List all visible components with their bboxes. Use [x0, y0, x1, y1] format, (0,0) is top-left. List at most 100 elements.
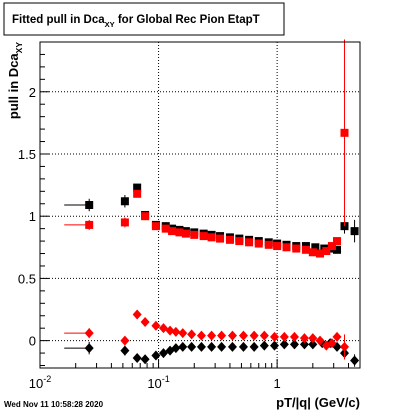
- axes: 10-2 10-1 100.511.52: [18, 41, 361, 391]
- data-point-diamond: [238, 330, 248, 341]
- data-point-diamond: [227, 330, 237, 341]
- data-point-diamond: [151, 350, 161, 361]
- footer-timestamp: Wed Nov 11 10:58:28 2020: [4, 400, 104, 409]
- data-point-diamond: [350, 355, 360, 366]
- data-point-square: [301, 245, 310, 254]
- data-point-diamond: [187, 329, 197, 340]
- y-tick-label: 0: [29, 334, 36, 349]
- data-point-diamond: [259, 330, 269, 341]
- x-axis-label: pT/|q| (GeV/c): [276, 395, 360, 410]
- data-point-diamond: [178, 328, 188, 339]
- data-point-square: [168, 227, 177, 236]
- data-point-diamond: [140, 354, 150, 365]
- data-point-square: [322, 247, 331, 256]
- data-point-square: [333, 245, 342, 254]
- y-tick-label: 1: [29, 209, 36, 224]
- data-point-diamond: [84, 343, 94, 354]
- data-point-diamond: [299, 333, 309, 344]
- data-point-diamond: [178, 341, 188, 352]
- data-point-square: [340, 128, 349, 137]
- data-point-diamond: [249, 341, 259, 352]
- data-point-diamond: [132, 353, 142, 364]
- data-point-square: [207, 233, 216, 242]
- data-point-diamond: [308, 333, 318, 344]
- data-point-diamond: [332, 331, 342, 342]
- data-point-diamond: [120, 345, 130, 356]
- grid-lines: [40, 42, 360, 368]
- data-point-diamond: [289, 331, 299, 342]
- data-point-diamond: [120, 335, 130, 346]
- data-point-square: [85, 201, 94, 209]
- x-tick-label-base: 10: [147, 376, 161, 391]
- data-point-square: [216, 234, 225, 243]
- data-point-square: [190, 230, 199, 239]
- x-tick-label: 10-1: [147, 374, 169, 391]
- data-point-square: [308, 248, 317, 257]
- title-suffix: for Global Rec Pion EtapT: [115, 14, 260, 26]
- data-point-diamond: [151, 320, 161, 331]
- y-tick-label: 0.5: [18, 271, 36, 286]
- data-point-square: [85, 220, 94, 229]
- data-point-square: [141, 212, 150, 221]
- data-point-diamond: [132, 309, 142, 320]
- data-point-diamond: [279, 331, 289, 342]
- data-point-diamond: [315, 335, 325, 346]
- data-point-square: [133, 189, 142, 198]
- x-tick-label: 1: [274, 376, 281, 391]
- data-point-square: [254, 239, 263, 248]
- title-box: Fitted pull in DcaXY for Global Rec Pion…: [3, 2, 285, 36]
- data-point-square: [133, 183, 142, 192]
- data-point-diamond: [289, 339, 299, 350]
- data-point-square: [199, 232, 208, 241]
- data-point-square: [161, 224, 170, 233]
- data-point-diamond: [299, 339, 309, 350]
- data-point-square: [282, 243, 291, 252]
- data-point-diamond: [249, 330, 259, 341]
- data-point-diamond: [207, 341, 217, 352]
- data-point-square: [225, 235, 234, 244]
- data-markers: [64, 39, 360, 367]
- data-point-square: [245, 238, 254, 247]
- data-point-diamond: [140, 316, 150, 327]
- data-point-diamond: [269, 331, 279, 342]
- data-point-diamond: [339, 341, 349, 352]
- data-point-square: [333, 237, 342, 246]
- data-point-diamond: [269, 340, 279, 351]
- data-point-diamond: [187, 341, 197, 352]
- data-point-square: [120, 218, 129, 227]
- x-tick-label-exponent: -1: [162, 374, 170, 384]
- data-point-diamond: [259, 340, 269, 351]
- data-point-square: [120, 197, 129, 206]
- data-point-diamond: [207, 330, 217, 341]
- data-point-square: [181, 229, 190, 238]
- data-point-square: [273, 242, 282, 251]
- data-point-diamond: [171, 326, 181, 337]
- y-axis-label-subscript: XY: [14, 42, 24, 54]
- title-frame: [3, 2, 285, 36]
- data-point-square: [350, 227, 359, 236]
- data-point-square: [235, 237, 244, 246]
- data-point-diamond: [171, 343, 181, 354]
- x-tick-label: 10-2: [29, 374, 51, 391]
- data-point-square: [292, 244, 301, 253]
- data-point-square: [316, 249, 325, 258]
- title-subscript: XY: [105, 20, 115, 29]
- x-tick-label-base: 10: [29, 376, 43, 391]
- data-point-diamond: [84, 328, 94, 339]
- y-axis-label-main: pull in Dca: [6, 53, 21, 120]
- data-point-diamond: [279, 339, 289, 350]
- chart-title: Fitted pull in DcaXY for Global Rec Pion…: [12, 14, 260, 29]
- data-point-diamond: [227, 341, 237, 352]
- data-point-diamond: [165, 325, 175, 336]
- data-point-square: [327, 242, 336, 251]
- data-point-diamond: [217, 330, 227, 341]
- data-point-diamond: [196, 330, 206, 341]
- data-point-diamond: [238, 341, 248, 352]
- data-point-diamond: [327, 338, 337, 349]
- y-axis-label: pull in DcaXY: [6, 42, 24, 119]
- data-point-square: [175, 228, 184, 237]
- data-point-square: [151, 222, 160, 231]
- data-point-diamond: [308, 339, 318, 350]
- x-tick-label-exponent: -2: [43, 374, 51, 384]
